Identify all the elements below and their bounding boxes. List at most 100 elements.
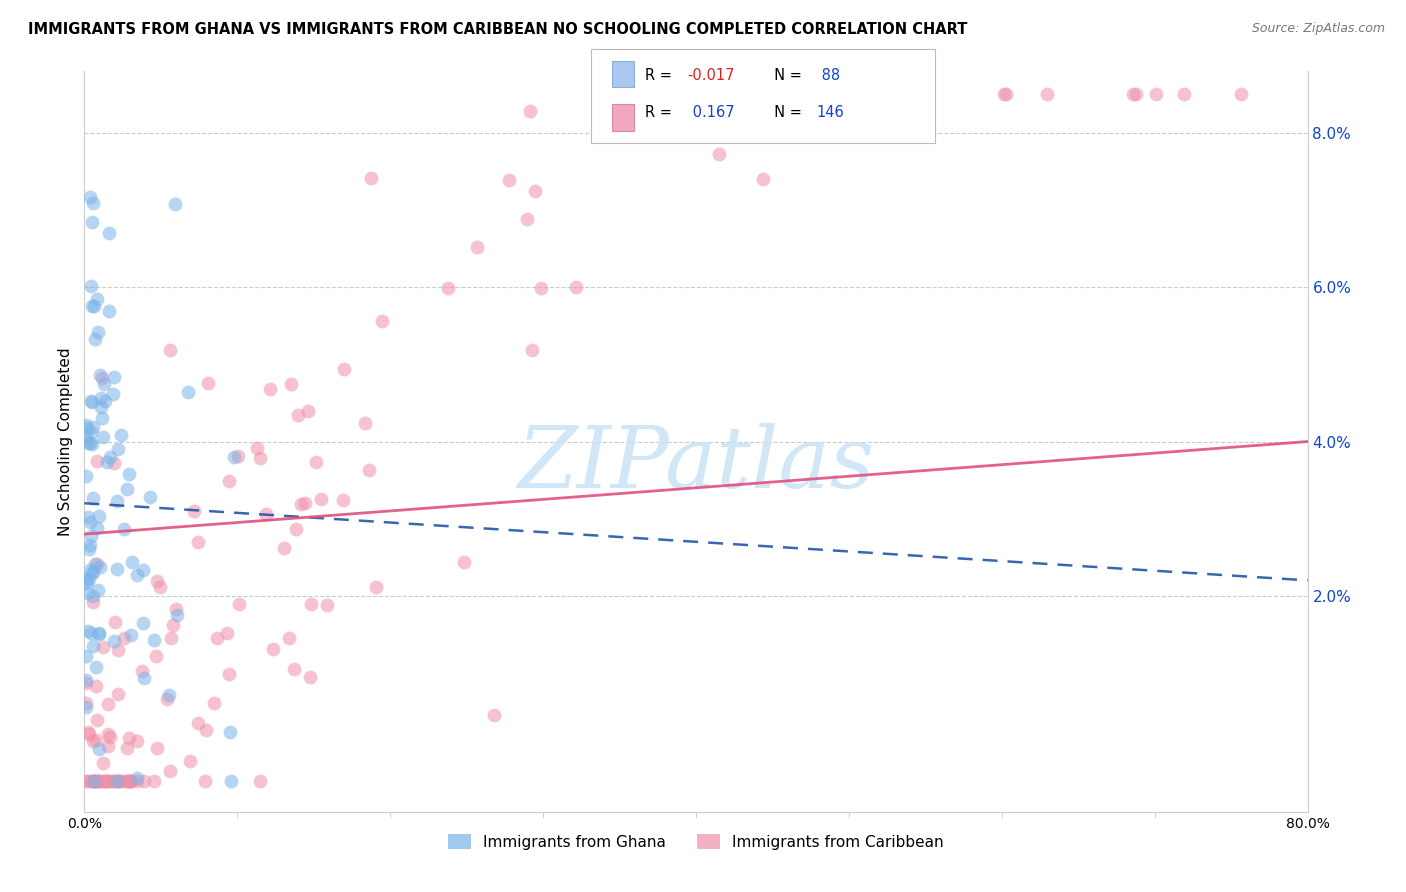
Point <box>80 278 103 293</box>
Point <box>222 450 245 464</box>
Point <box>125 733 148 747</box>
Point <box>101 773 124 788</box>
Point <box>89 560 111 574</box>
Point <box>859 87 882 102</box>
Point <box>107 442 129 456</box>
Point <box>110 773 132 788</box>
Point <box>93 773 115 788</box>
Point <box>105 773 128 788</box>
Point <box>215 625 238 640</box>
Point <box>103 370 125 384</box>
Point <box>131 664 153 678</box>
Point <box>82 196 104 211</box>
Point <box>354 416 377 430</box>
Point <box>145 648 167 663</box>
Point <box>76 436 98 450</box>
Point <box>159 764 181 778</box>
Point <box>187 535 209 549</box>
Point <box>498 173 520 187</box>
Point <box>159 688 181 702</box>
Point <box>366 580 388 594</box>
Point <box>105 493 128 508</box>
Point <box>86 773 108 788</box>
Point <box>132 615 155 630</box>
Point <box>82 639 104 653</box>
Point <box>117 740 139 755</box>
Text: R =: R = <box>645 105 676 120</box>
Point <box>83 773 105 788</box>
Point <box>86 773 108 788</box>
Point <box>76 586 98 600</box>
Point <box>93 393 115 408</box>
Text: ZIPatlas: ZIPatlas <box>517 423 875 505</box>
Point <box>280 377 302 392</box>
Point <box>219 725 242 739</box>
Point <box>127 772 149 786</box>
Point <box>995 87 1018 102</box>
Point <box>176 384 198 399</box>
Point <box>197 376 219 390</box>
Point <box>146 740 169 755</box>
Point <box>82 566 104 581</box>
Point <box>523 184 546 198</box>
Point <box>530 281 553 295</box>
Point <box>246 442 269 456</box>
Point <box>118 773 141 788</box>
Point <box>77 573 100 587</box>
Point <box>86 521 108 535</box>
Point <box>143 632 166 647</box>
Point <box>80 626 103 640</box>
Point <box>218 666 240 681</box>
Point <box>89 368 111 382</box>
Point <box>316 598 339 612</box>
Point <box>97 727 120 741</box>
Point <box>80 299 103 313</box>
Point <box>360 171 382 186</box>
Point <box>90 773 112 788</box>
Point <box>90 400 112 414</box>
Text: N =: N = <box>765 105 807 120</box>
Point <box>94 773 117 788</box>
Point <box>297 404 319 418</box>
Point <box>156 692 179 706</box>
Point <box>97 773 120 788</box>
Point <box>112 631 135 645</box>
Point <box>86 773 108 788</box>
Point <box>112 522 135 536</box>
Point <box>1125 87 1147 102</box>
Point <box>859 87 882 102</box>
Point <box>76 421 98 435</box>
Point <box>290 497 312 511</box>
Point <box>87 582 110 597</box>
Point <box>309 491 332 506</box>
Text: Source: ZipAtlas.com: Source: ZipAtlas.com <box>1251 22 1385 36</box>
Point <box>75 673 97 687</box>
Point <box>709 146 731 161</box>
Point <box>298 670 321 684</box>
Point <box>832 87 855 102</box>
Point <box>87 625 110 640</box>
Point <box>187 716 209 731</box>
Point <box>75 648 97 663</box>
Point <box>110 427 132 442</box>
Point <box>357 463 380 477</box>
Point <box>84 680 107 694</box>
Point <box>82 589 104 603</box>
Point <box>749 87 772 102</box>
Point <box>86 293 108 307</box>
Point <box>107 773 129 788</box>
Point <box>91 410 114 425</box>
Point <box>75 773 97 788</box>
Point <box>75 468 97 483</box>
Point <box>76 725 98 739</box>
Point <box>83 773 105 788</box>
Point <box>125 568 148 582</box>
Point <box>96 455 118 469</box>
Point <box>159 343 181 358</box>
Point <box>97 226 120 240</box>
Point <box>86 557 108 571</box>
Point <box>305 455 328 469</box>
Point <box>610 87 633 102</box>
Point <box>637 87 659 102</box>
Point <box>117 467 139 482</box>
